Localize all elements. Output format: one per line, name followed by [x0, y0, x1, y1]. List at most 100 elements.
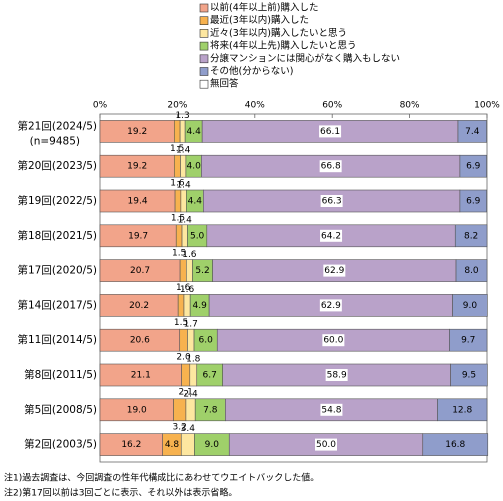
data-label: 20.7 — [130, 266, 150, 276]
data-label: 9.0 — [205, 440, 220, 450]
category-label: 第14回(2017/5) — [18, 298, 98, 311]
data-label: 2.4 — [183, 389, 198, 399]
data-label: 1.5 — [174, 318, 188, 328]
bar-segment — [180, 189, 187, 213]
legend-label: 将来(4年以上先)購入したいと思う — [210, 40, 356, 52]
bar-segment — [454, 224, 488, 248]
data-label: 6.9 — [466, 197, 481, 207]
data-label: 5.2 — [195, 266, 209, 276]
data-label: 4.9 — [192, 301, 207, 311]
bar-segment — [179, 120, 186, 143]
bar-segment — [422, 433, 489, 456]
data-label: 4.4 — [188, 197, 203, 207]
legend-label: 無回答 — [210, 78, 239, 90]
category-label: 第19回(2022/5) — [18, 194, 98, 207]
category-label: 第17回(2020/5) — [18, 264, 98, 277]
data-label: 3.2 — [173, 422, 187, 432]
legend-label: 最近(3年以内)購入した — [210, 14, 309, 26]
data-label: 20.6 — [130, 336, 150, 346]
bar-segment — [179, 328, 188, 352]
bar-segment — [450, 363, 488, 387]
data-label: 3.4 — [181, 424, 196, 434]
bar-segment — [452, 294, 488, 317]
data-label: 1.6 — [170, 179, 185, 189]
bar-segment — [180, 154, 187, 178]
legend-label: 以前(4年以上前)購入した — [210, 2, 318, 14]
data-label: 1.8 — [186, 355, 201, 365]
data-label: 8.2 — [464, 231, 478, 241]
data-label: 1.4 — [178, 215, 193, 225]
data-label: 50.0 — [316, 440, 336, 450]
data-label: 7.8 — [203, 405, 218, 415]
data-label: 66.3 — [322, 197, 342, 207]
data-label: 1.4 — [176, 146, 191, 156]
bar-segment — [181, 224, 188, 248]
data-label: 12.8 — [452, 405, 472, 415]
label-bg — [320, 229, 343, 242]
data-label: 1.3 — [175, 111, 189, 121]
data-label: 4.0 — [186, 162, 201, 172]
legend-swatch — [199, 41, 209, 51]
data-label: 2.1 — [179, 388, 193, 398]
data-label: 16.8 — [445, 440, 465, 450]
data-label: 6.0 — [198, 336, 213, 346]
label-bg — [319, 299, 342, 312]
category-label: 第8回(2011/5) — [24, 368, 97, 381]
label-bg — [320, 403, 343, 416]
bar-segment — [437, 398, 488, 422]
category-label: 第11回(2014/5) — [18, 333, 98, 346]
data-label: 1.6 — [180, 285, 195, 295]
data-label: 1.5 — [170, 144, 184, 154]
data-label: 2.0 — [176, 353, 191, 363]
sample-note: (n=9485) — [30, 135, 80, 147]
data-label: 1.6 — [176, 283, 191, 293]
note: 注2)第17回以前は3回ごとに表示、それ以外は表示省略。 — [4, 487, 237, 499]
data-label: 4.8 — [165, 440, 180, 450]
data-label: 4.4 — [186, 127, 201, 137]
label-bg — [325, 369, 348, 381]
data-label: 60.0 — [323, 336, 343, 346]
data-label: 19.4 — [128, 197, 148, 207]
data-label: 21.1 — [131, 371, 151, 381]
data-label: 9.0 — [463, 301, 478, 311]
data-label: 6.7 — [203, 371, 217, 381]
category-label: 第5回(2008/5) — [24, 403, 97, 416]
bar-segment — [189, 363, 198, 387]
x-tick-label: 0% — [93, 101, 108, 111]
label-bg — [315, 438, 338, 451]
legend-label: 分譲マンションには関心がなく購入もしない — [210, 52, 400, 64]
data-label: 1.6 — [182, 250, 197, 260]
bar-segment — [181, 363, 191, 387]
bar-segment — [459, 154, 487, 178]
data-label: 1.4 — [176, 181, 191, 191]
x-tick-label: 40% — [245, 101, 265, 111]
legend-swatch — [199, 79, 209, 89]
category-label: 第18回(2021/5) — [18, 229, 98, 242]
x-tick-label: 80% — [400, 101, 420, 111]
bar-segment — [177, 294, 185, 317]
data-label: 8.0 — [464, 266, 479, 276]
category-label: 第2回(2003/5) — [24, 438, 97, 451]
data-label: 66.1 — [320, 127, 340, 137]
bar-segment — [175, 224, 183, 248]
label-bg — [319, 125, 342, 138]
label-bg — [323, 264, 346, 277]
x-tick-label: 20% — [167, 101, 187, 111]
legend-swatch — [199, 16, 209, 26]
category-label: 第21回(2024/5) — [18, 119, 98, 132]
label-bg — [322, 334, 345, 347]
bar-segment — [183, 294, 191, 317]
label-bg — [320, 195, 343, 207]
bar-segment — [174, 189, 182, 213]
data-label: 19.7 — [128, 231, 148, 241]
plot-frame — [99, 113, 488, 463]
bar-segment — [179, 259, 187, 282]
data-label: 5.0 — [190, 231, 205, 241]
data-label: 66.8 — [321, 162, 341, 172]
legend-swatch — [199, 67, 209, 76]
data-label: 64.2 — [321, 231, 341, 241]
data-label: 1.5 — [171, 214, 185, 224]
x-tick-label: 100% — [474, 101, 500, 111]
data-label: 1.7 — [184, 320, 198, 330]
bar-segment — [174, 120, 181, 143]
